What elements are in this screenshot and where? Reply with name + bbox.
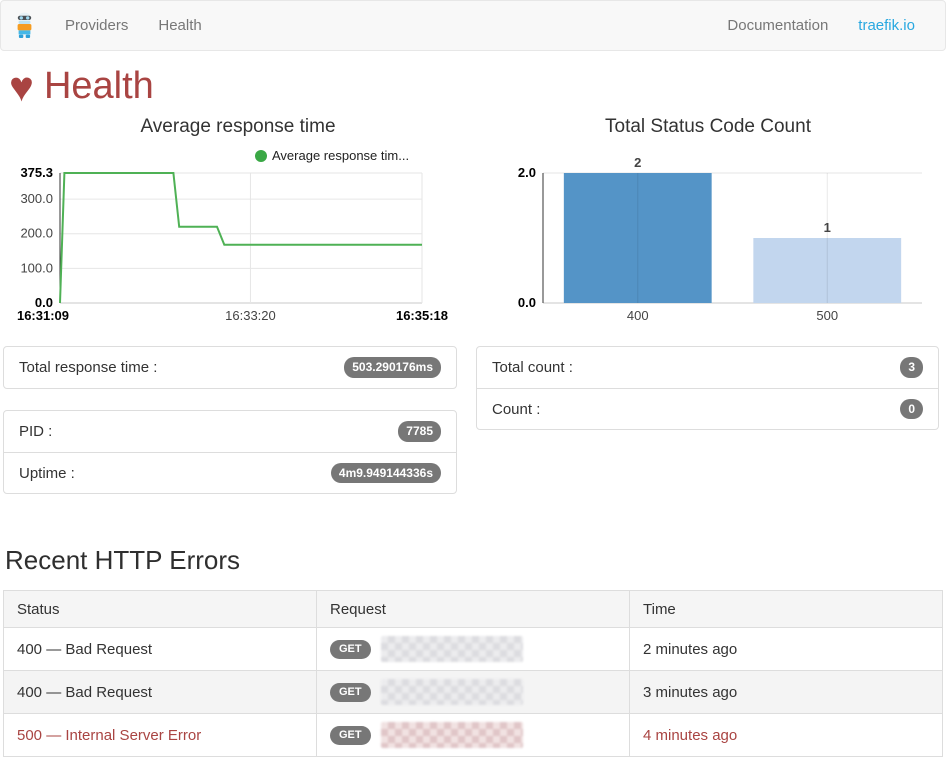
http-method-badge: GET — [330, 725, 371, 745]
list-item: PID : 7785 — [4, 411, 456, 452]
list-item: Uptime : 4m9.949144336s — [4, 452, 456, 493]
total-response-time-panel: Total response time : 503.290176ms — [3, 346, 457, 389]
nav-link-health[interactable]: Health — [158, 17, 202, 34]
summary-left-column: Total response time : 503.290176ms PID :… — [3, 346, 473, 515]
error-status: 500 — Internal Server Error — [3, 713, 317, 757]
bar-chart-body: 0.0 2.0 2 400 1 500 — [473, 140, 943, 340]
redacted-url — [380, 679, 523, 706]
line-chart-legend: Average response tim... — [255, 148, 409, 163]
count-badge: 0 — [900, 399, 923, 420]
nav-link-traefik-io[interactable]: traefik.io — [858, 17, 915, 34]
svg-text:1: 1 — [824, 220, 831, 235]
svg-text:16:35:18: 16:35:18 — [396, 308, 448, 323]
error-status: 400 — Bad Request — [3, 670, 317, 715]
list-item: Total count : 3 — [477, 347, 938, 388]
page-title: Health — [43, 65, 154, 107]
table-row: 400 — Bad Request GET 3 minutes ago — [3, 670, 943, 715]
svg-text:100.0: 100.0 — [20, 260, 53, 275]
http-method-badge: GET — [330, 639, 371, 659]
average-response-time-chart: 0.0 100.0 200.0 300.0 375.3 16:31:09 16:33:20 1… — [17, 165, 448, 323]
table-row: 400 — Bad Request GET 2 minutes ago — [3, 627, 943, 672]
legend-label: Average response tim... — [272, 148, 410, 163]
column-header-status: Status — [3, 590, 317, 629]
summary-panels: Total response time : 503.290176ms PID :… — [3, 346, 943, 515]
table-header-row: Status Request Time — [3, 590, 943, 629]
svg-text:16:33:20: 16:33:20 — [225, 308, 276, 323]
list-item: Count : 0 — [477, 388, 938, 429]
svg-text:500: 500 — [816, 308, 838, 323]
table-row: 500 — Internal Server Error GET 4 minute… — [3, 713, 943, 757]
svg-text:0.0: 0.0 — [518, 295, 536, 310]
nav-link-providers[interactable]: Providers — [65, 17, 129, 34]
svg-text:300.0: 300.0 — [20, 191, 53, 206]
process-info-panel: PID : 7785 Uptime : 4m9.949144336s — [3, 410, 457, 495]
svg-text:2.0: 2.0 — [518, 165, 536, 180]
svg-text:2: 2 — [634, 155, 641, 170]
svg-text:200.0: 200.0 — [20, 226, 53, 241]
redacted-url — [380, 722, 523, 749]
http-method-badge: GET — [330, 682, 371, 702]
response-time-chart-panel: Average response time 0.0 100.0 200.0 300.0… — [3, 116, 473, 340]
pid-badge: 7785 — [398, 421, 441, 442]
total-count-label: Total count : — [492, 359, 573, 376]
bar-chart-title: Total Status Code Count — [605, 116, 811, 137]
legend-dot-icon — [255, 149, 267, 162]
error-time: 4 minutes ago — [629, 713, 943, 757]
main-content: ♥ Health Average response time 0.0 100.0 2… — [0, 65, 946, 757]
total-response-time-badge: 503.290176ms — [344, 357, 441, 378]
svg-text:400: 400 — [627, 308, 649, 323]
column-header-request: Request — [316, 590, 630, 629]
total-status-code-count-chart: 0.0 2.0 2 400 1 500 — [518, 155, 922, 323]
list-item: Total response time : 503.290176ms — [4, 347, 456, 388]
error-request: GET — [316, 713, 630, 757]
http-errors-table: Status Request Time 400 — Bad Request GE… — [3, 590, 943, 757]
total-response-time-label: Total response time : — [19, 359, 158, 376]
error-time: 3 minutes ago — [629, 670, 943, 715]
error-request: GET — [316, 670, 630, 715]
traefik-logo-icon[interactable] — [15, 12, 34, 39]
error-request: GET — [316, 627, 630, 672]
summary-right-column: Total count : 3 Count : 0 — [473, 346, 943, 515]
page-header: ♥ Health — [9, 65, 943, 108]
status-code-chart-panel: Total Status Code Count 0.0 2.0 2 400 1 500 — [473, 116, 943, 340]
count-label: Count : — [492, 400, 541, 418]
charts-row: Average response time 0.0 100.0 200.0 300.0… — [3, 116, 943, 340]
traefik-mascot-icon — [17, 12, 32, 38]
redacted-url — [380, 636, 523, 663]
nav-link-documentation[interactable]: Documentation — [727, 17, 829, 34]
svg-text:0.0: 0.0 — [35, 295, 53, 310]
column-header-time: Time — [629, 590, 943, 629]
count-panel: Total count : 3 Count : 0 — [476, 346, 939, 431]
uptime-label: Uptime : — [19, 464, 75, 482]
error-time: 2 minutes ago — [629, 627, 943, 672]
heart-icon: ♥ — [9, 62, 34, 110]
recent-http-errors-title: Recent HTTP Errors — [5, 545, 241, 576]
line-chart-title: Average response time — [140, 116, 336, 137]
svg-text:375.3: 375.3 — [20, 165, 53, 180]
total-count-badge: 3 — [900, 357, 923, 378]
uptime-badge: 4m9.949144336s — [330, 463, 441, 484]
svg-text:16:31:09: 16:31:09 — [17, 308, 69, 323]
navbar: Providers Health Documentation traefik.i… — [0, 0, 946, 51]
line-chart-body: 0.0 100.0 200.0 300.0 375.3 16:31:09 16:33:20 1… — [3, 140, 473, 340]
error-status: 400 — Bad Request — [3, 627, 317, 672]
pid-label: PID : — [19, 423, 53, 440]
